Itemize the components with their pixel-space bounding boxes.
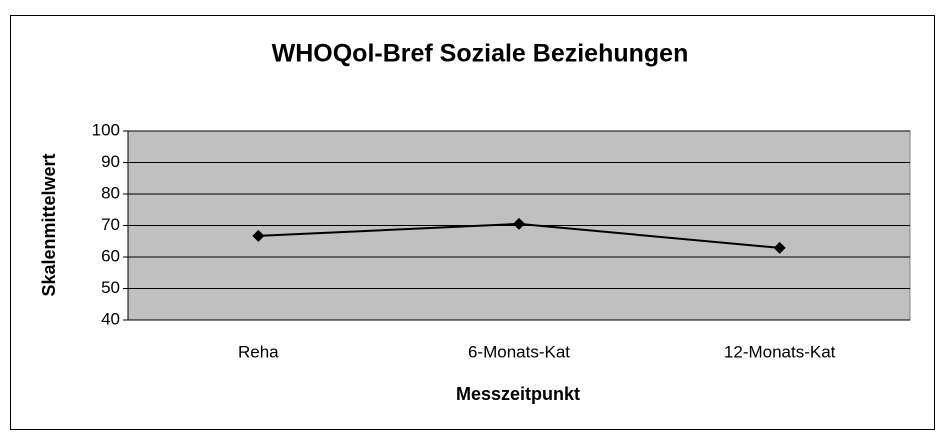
y-axis-label: Skalenmittelwert	[39, 153, 59, 296]
y-tick-label: 50	[101, 278, 120, 297]
x-tick-label: 12-Monats-Kat	[724, 342, 836, 361]
y-tick-label: 60	[101, 246, 120, 265]
x-axis-label: Messzeitpunkt	[456, 384, 580, 404]
point-marker	[773, 241, 786, 254]
y-tick-label: 100	[92, 120, 120, 139]
y-tick-label: 90	[101, 152, 120, 171]
y-tick-label: 80	[101, 183, 120, 202]
point-marker	[252, 229, 265, 242]
x-tick-label: Reha	[238, 342, 279, 361]
y-tick-label: 40	[101, 309, 120, 328]
chart-title: WHOQol-Bref Soziale Beziehungen	[272, 40, 689, 68]
y-tick-label: 70	[101, 215, 120, 234]
x-tick-label: 6-Monats-Kat	[468, 342, 570, 361]
point-marker	[513, 217, 525, 230]
